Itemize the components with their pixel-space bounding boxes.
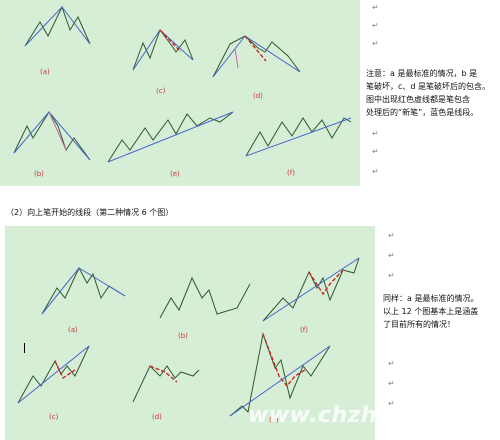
- new-stroke-dashed: [262, 333, 306, 388]
- paragraph-mark: ↵: [372, 3, 379, 12]
- paragraph-mark: ↵: [388, 399, 395, 408]
- note-line: 处理后的“新笔”，蓝色是线段。: [366, 108, 479, 117]
- figure-bottom-f: (f): [262, 257, 360, 334]
- new-stroke-dashed: [308, 269, 344, 296]
- segment-line: [24, 6, 91, 47]
- note-top: 注意：a 是最标准的情况，b 是 笔破坏，c、d 是笔破坏后的包含。 图中出现红…: [366, 67, 500, 119]
- figure-bottom-e: (e): [229, 332, 331, 424]
- figure-label: (a): [40, 68, 50, 76]
- figure-top-b: (b): [13, 111, 91, 178]
- zigzag-stroke: [212, 35, 301, 78]
- figure-label: (a): [68, 326, 78, 334]
- figure-label: (d): [152, 413, 162, 421]
- zigzag-stroke: [107, 111, 234, 163]
- watermark: www.chzhshch.net: [248, 403, 489, 428]
- segment-line: [262, 257, 360, 322]
- break-stroke: [48, 111, 67, 151]
- note-line: 注意：a 是最标准的情况，b 是: [366, 69, 478, 78]
- figure-label: (f): [287, 169, 295, 177]
- zigzag-stroke: [245, 117, 352, 157]
- segment-line: [17, 345, 90, 404]
- section-heading: （2）向上笔开始的线段（第二种情况 6 个图）: [6, 208, 174, 217]
- note-line: 了目前所有的情况！: [383, 320, 455, 329]
- figure-label: (b): [178, 332, 188, 340]
- segment-line: [245, 117, 352, 157]
- note-bottom: 同样：a 是最标准的情况。 以上 12 个图基本上是涵盖 了目前所有的情况！: [383, 292, 495, 331]
- note-line: 同样：a 是最标准的情况。: [383, 294, 479, 303]
- paragraph-mark: ↵: [388, 251, 395, 260]
- diagram-panel-bottom: (a) (b) (f) (c) (d): [5, 226, 375, 440]
- figure-bottom-d: (d): [132, 365, 200, 421]
- zigzag-stroke: [24, 5, 91, 47]
- zigzag-stroke: [159, 276, 251, 319]
- paragraph-mark: ↵: [388, 379, 395, 388]
- figure-label: (b): [34, 170, 44, 178]
- note-line: 以上 12 个图基本上是涵盖: [383, 307, 479, 316]
- figure-top-a: (a): [24, 5, 91, 76]
- new-stroke-dashed: [149, 365, 178, 383]
- new-stroke-dashed: [54, 360, 76, 380]
- figure-label: (c): [49, 413, 59, 421]
- new-stroke-dashed: [159, 29, 182, 53]
- paragraph-mark: ↵: [388, 359, 395, 368]
- figure-label: (c): [156, 87, 166, 95]
- zigzag-stroke: [229, 332, 331, 417]
- segment-line: [41, 267, 126, 315]
- figure-top-f: (f): [245, 117, 352, 177]
- segment-line: [132, 29, 194, 71]
- segment-line: [229, 345, 331, 417]
- figure-label: (f): [300, 326, 308, 334]
- zigzag-stroke: [132, 365, 200, 403]
- text-cursor: [24, 343, 25, 353]
- diagram-panel-top: (a) (c) (d) (b) (e): [0, 0, 360, 186]
- figure-bottom-c: (c): [17, 345, 90, 421]
- figure-bottom-b: (b): [159, 276, 251, 340]
- figure-bottom-a: (a): [41, 266, 126, 334]
- paragraph-mark: ↵: [388, 231, 395, 240]
- paragraph-mark: ↵: [372, 147, 379, 156]
- zigzag-stroke: [41, 266, 126, 315]
- paragraph-mark: ↵: [372, 39, 379, 48]
- segment-line: [107, 111, 234, 163]
- figure-top-c: (c): [132, 28, 194, 95]
- break-stroke: [234, 47, 239, 69]
- segment-line: [212, 35, 301, 78]
- note-line: 图中出现红色虚线都是笔包含: [366, 95, 470, 104]
- figure-label: (d): [253, 92, 263, 100]
- paragraph-mark: ↵: [372, 21, 379, 30]
- paragraph-mark: ↵: [388, 271, 395, 280]
- paragraph-mark: ↵: [372, 167, 379, 176]
- figure-label: (e): [269, 416, 279, 424]
- zigzag-stroke: [132, 28, 194, 71]
- figure-label: (e): [170, 170, 180, 178]
- figure-top-e: (e): [107, 111, 234, 178]
- diagram-canvas-top: (a) (c) (d) (b) (e): [13, 5, 352, 178]
- new-stroke-dashed: [244, 35, 267, 62]
- note-line: 笔破坏，c、d 是笔破坏后的包含。: [366, 82, 491, 91]
- figure-top-d: (d): [212, 35, 301, 100]
- diagram-canvas-bottom: (a) (b) (f) (c) (d): [17, 257, 360, 424]
- paragraph-mark: ↵: [372, 129, 379, 138]
